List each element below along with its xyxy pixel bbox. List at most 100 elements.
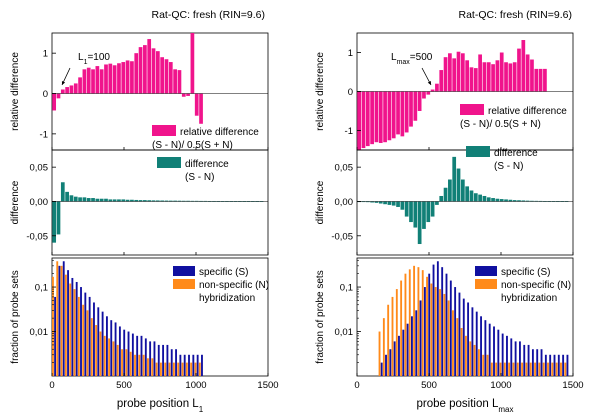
x-axis-label: probe position Lmax <box>417 398 514 414</box>
difference-bar <box>155 200 160 202</box>
relative-bar <box>73 83 78 94</box>
nonspecific-bar <box>477 349 480 376</box>
y-axis-label: relative difference <box>10 52 21 131</box>
relative-bar <box>155 51 160 94</box>
difference-bar <box>409 201 413 223</box>
difference-bar <box>404 201 409 217</box>
nonspecific-bar <box>547 362 549 376</box>
difference-bar <box>56 201 61 235</box>
nonspecific-bar <box>125 349 128 376</box>
label-subscript: 1 <box>199 405 204 414</box>
relative-bar <box>112 65 117 94</box>
difference-bar <box>426 201 431 223</box>
specific-bar <box>406 323 409 376</box>
difference-bar <box>383 201 387 205</box>
legend-swatch-relative <box>460 104 484 115</box>
legend-label-fraction: non-specific (N) <box>501 280 571 291</box>
relative-bar <box>86 67 91 94</box>
difference-bar <box>504 199 508 202</box>
nonspecific-bar <box>417 267 420 376</box>
relative-bar <box>396 91 400 135</box>
difference-bar <box>108 199 113 202</box>
legend-label-difference: (S - N) <box>494 161 523 172</box>
y-axis-label: fraction of probe sets <box>10 270 21 363</box>
difference-bar <box>495 198 500 202</box>
difference-bar <box>181 200 186 202</box>
nonspecific-bar <box>503 362 506 376</box>
nonspecific-bar <box>129 351 132 376</box>
specific-bar <box>153 341 156 376</box>
nonspecific-bar <box>56 261 59 376</box>
legend-swatch-relative <box>152 125 176 136</box>
specific-bar <box>166 344 169 376</box>
relative-bar <box>378 91 383 143</box>
label-subscript: max <box>397 59 411 66</box>
specific-bar <box>175 349 177 376</box>
legend-label-difference: difference <box>494 148 538 159</box>
legend-label-relative: relative difference <box>488 106 567 117</box>
specific-bar <box>183 354 186 376</box>
difference-bar <box>91 198 95 202</box>
difference-bar <box>469 190 474 202</box>
difference-bar <box>125 199 130 202</box>
nonspecific-bar <box>495 362 498 376</box>
specific-bar <box>101 311 104 376</box>
difference-bar <box>82 197 87 202</box>
relative-bar <box>508 63 513 92</box>
chart-title: Rat-QC: fresh (RIN=9.6) <box>152 9 266 21</box>
relative-bar <box>430 89 435 92</box>
specific-bar <box>566 354 569 376</box>
relative-bar <box>391 91 396 139</box>
nonspecific-bar <box>391 296 394 376</box>
difference-bar <box>112 199 117 202</box>
specific-bar <box>540 349 543 376</box>
specific-bar <box>497 329 500 376</box>
relative-bar <box>60 89 65 94</box>
relative-bar <box>426 91 431 95</box>
specific-bar <box>445 273 448 376</box>
specific-bar <box>480 316 482 376</box>
relative-bar <box>409 91 413 127</box>
y-tick-label: 1 <box>348 48 353 59</box>
legend-swatch-difference <box>157 157 181 168</box>
legend-swatch-specific <box>173 266 195 276</box>
relative-bar <box>465 60 470 92</box>
specific-bar <box>462 298 465 376</box>
specific-bar <box>506 335 508 376</box>
relative-bar <box>504 62 508 92</box>
specific-bar <box>514 341 517 376</box>
difference-bar <box>473 193 478 202</box>
relative-bar <box>134 53 139 94</box>
relative-bar <box>439 70 444 92</box>
x-tick-label: 1500 <box>257 380 278 391</box>
specific-bar <box>419 300 422 376</box>
relative-bar <box>521 40 526 92</box>
relative-bar <box>365 91 370 147</box>
difference-bar <box>439 195 444 202</box>
relative-bar <box>456 51 461 92</box>
label-main: probe position L <box>417 398 499 410</box>
specific-bar <box>93 302 95 376</box>
relative-bar <box>52 93 57 111</box>
specific-bar <box>192 354 195 376</box>
difference-bar <box>370 201 374 203</box>
annotation-arrow-head <box>427 81 431 85</box>
legend-label-relative: relative difference <box>180 127 259 138</box>
relative-bar <box>512 62 517 92</box>
difference-bar <box>374 201 379 203</box>
specific-bar <box>428 273 431 376</box>
difference-panel-frame <box>356 149 574 256</box>
y-tick-label: 0,01 <box>335 327 354 338</box>
relative-bar <box>383 91 387 143</box>
difference-bar <box>517 200 521 202</box>
nonspecific-bar <box>112 341 115 376</box>
nonspecific-bar <box>382 318 385 376</box>
y-tick-label: 0 <box>43 89 48 100</box>
relative-bar <box>138 47 143 94</box>
legend-label-fraction: hybridization <box>501 293 557 304</box>
specific-bar <box>114 322 117 376</box>
nonspecific-bar <box>512 362 515 376</box>
y-tick-label: -1 <box>345 126 353 137</box>
nonspecific-bar <box>555 362 558 376</box>
specific-bar <box>449 280 452 376</box>
